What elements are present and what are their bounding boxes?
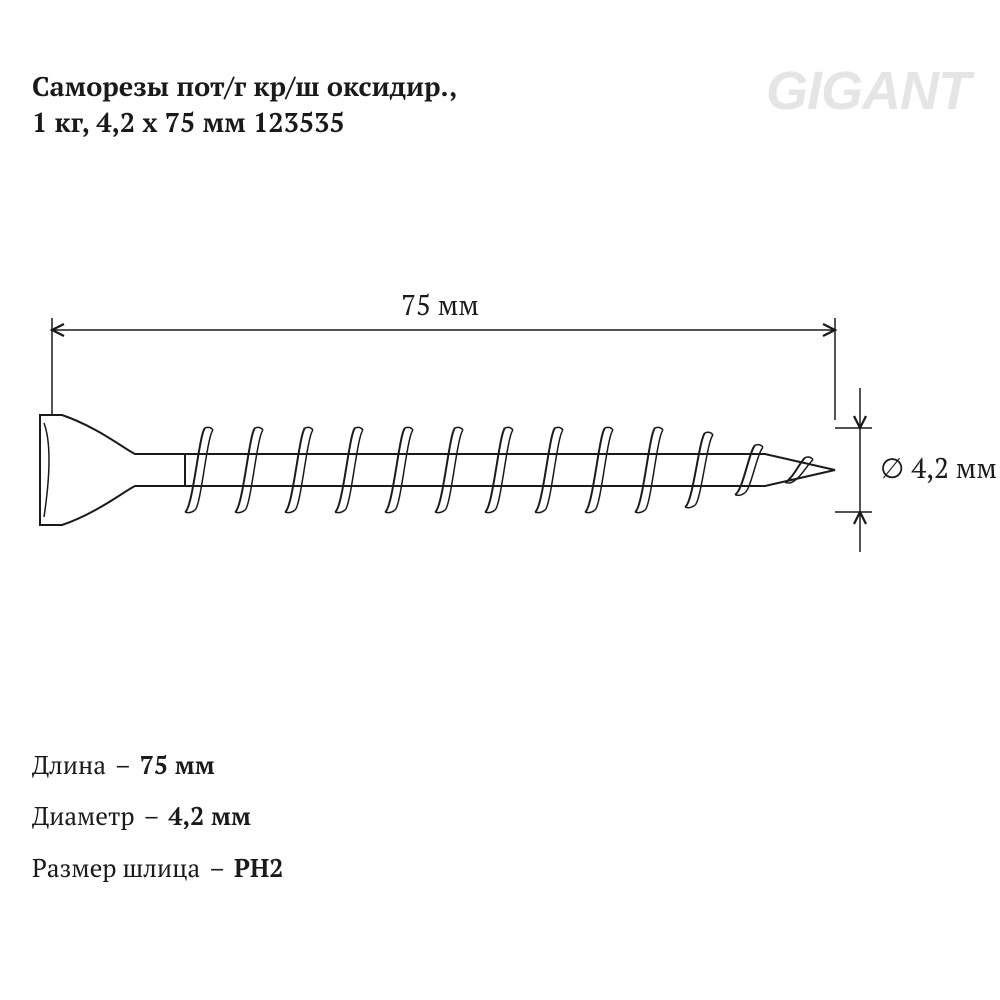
spec-slot: Размер шлица – PH2	[32, 843, 283, 894]
product-title: Саморезы пот/г кр/ш оксидир., 1 кг, 4,2 …	[32, 68, 457, 141]
title-line-2: 1 кг, 4,2 х 75 мм 123535	[32, 104, 457, 140]
brand-logo: GIGANT	[766, 60, 970, 122]
svg-text:∅ 4,2 мм: ∅ 4,2 мм	[880, 450, 997, 487]
spec-length: Длина – 75 мм	[32, 740, 283, 791]
spec-diameter: Диаметр – 4,2 мм	[32, 791, 283, 842]
title-line-1: Саморезы пот/г кр/ш оксидир.,	[32, 68, 457, 104]
specs-list: Длина – 75 мм Диаметр – 4,2 мм Размер шл…	[32, 740, 283, 894]
svg-text:75 мм: 75 мм	[401, 287, 479, 324]
screw-diagram: 75 мм ∅ 4,2 мм	[0, 260, 1000, 660]
